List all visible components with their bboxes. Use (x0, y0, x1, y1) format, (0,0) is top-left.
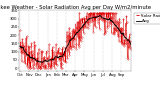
Legend: Solar Rad, Avg: Solar Rad, Avg (134, 13, 160, 24)
Title: Milwaukee Weather - Solar Radiation Avg per Day W/m2/minute: Milwaukee Weather - Solar Radiation Avg … (0, 5, 151, 10)
